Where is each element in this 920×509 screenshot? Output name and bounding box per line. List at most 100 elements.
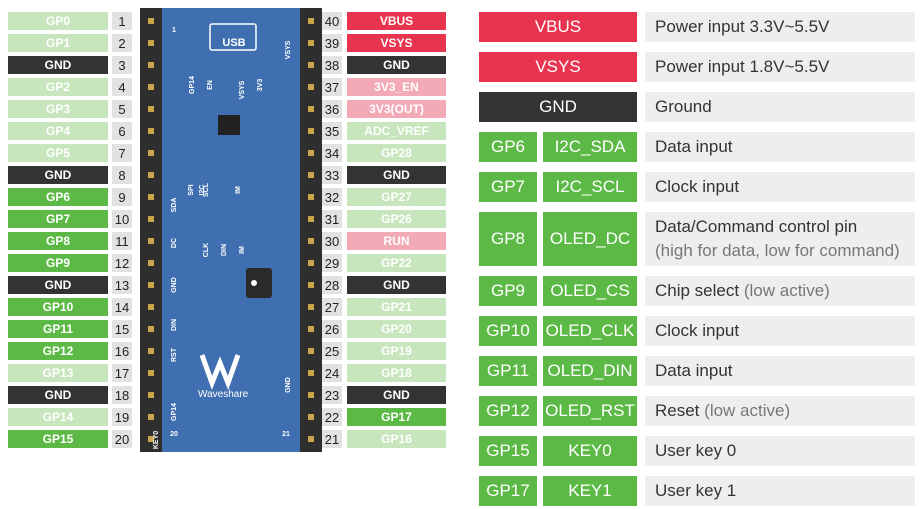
pin-number: 33 [322, 166, 342, 184]
header-pin [148, 238, 154, 244]
pin-number: 3 [112, 56, 132, 74]
description: Reset [655, 401, 700, 420]
pin-number: 15 [112, 320, 132, 338]
header-pin [148, 172, 154, 178]
pin-label: GP18 [347, 364, 446, 382]
pin-number: 37 [322, 78, 342, 96]
pin-label: GP21 [347, 298, 446, 316]
description: Data input [655, 361, 733, 380]
pin-number: 19 [112, 408, 132, 426]
pin-header [140, 8, 162, 452]
header-pin [308, 62, 314, 68]
pin-number: 6 [112, 122, 132, 140]
pin-cell: VSYS [479, 52, 637, 82]
header-pin [308, 216, 314, 222]
pin-number: 26 [322, 320, 342, 338]
pin-number: 11 [112, 232, 132, 250]
header-pin [308, 172, 314, 178]
pin-number: 27 [322, 298, 342, 316]
pin-number: 23 [322, 386, 342, 404]
description-cell: Chip select (low active) [645, 276, 915, 306]
description-cell: Data/Command control pin (high for data, … [645, 212, 915, 266]
board-label: GND [285, 377, 292, 393]
pin-number: 20 [112, 430, 132, 448]
description-text: Power input 1.8V~5.5V [655, 55, 829, 79]
pin-number: 8 [112, 166, 132, 184]
note: (high for data, low for command) [655, 241, 900, 260]
pin-label: RUN [347, 232, 446, 250]
pin-label: GP13 [8, 364, 108, 382]
pin-label: GP11 [8, 320, 108, 338]
pin-label: GND [8, 386, 108, 404]
pin-number: 7 [112, 144, 132, 162]
description-text: Ground [655, 95, 712, 119]
pin-label: GND [8, 56, 108, 74]
pin-label: GP10 [8, 298, 108, 316]
pin-cell: GP17 [479, 476, 537, 506]
board-label: RST [171, 347, 178, 362]
description-text: User key 1 [655, 479, 736, 503]
pin-label: GP26 [347, 210, 446, 228]
pin-cell: GP6 [479, 132, 537, 162]
header-pin [308, 106, 314, 112]
description-text: Data input [655, 359, 733, 383]
logo [199, 354, 241, 391]
header-pin [148, 40, 154, 46]
board-label: IM [235, 186, 242, 194]
usb-label: USB [222, 37, 245, 49]
header-pin [148, 348, 154, 354]
header-pin [308, 282, 314, 288]
header-pin [148, 18, 154, 24]
pin-cell: GP11 [479, 356, 537, 386]
pin-number: 4 [112, 78, 132, 96]
description-text: User key 0 [655, 439, 736, 463]
brand: Waveshare [198, 389, 249, 400]
description-text: Power input 3.3V~5.5V [655, 15, 829, 39]
header-pin [308, 84, 314, 90]
pin-number: 34 [322, 144, 342, 162]
description-cell: User key 1 [645, 476, 915, 506]
note: (low active) [743, 281, 830, 300]
header-pin [308, 260, 314, 266]
description-cell: User key 0 [645, 436, 915, 466]
description: Power input 3.3V~5.5V [655, 17, 830, 36]
pin-number: 28 [322, 276, 342, 294]
description: User key 0 [655, 441, 737, 460]
header-pin [308, 348, 314, 354]
pin-cell: GP10 [479, 316, 537, 346]
board-label: IM [239, 246, 246, 254]
header-pin [148, 392, 154, 398]
board-label: GP14 [189, 76, 196, 94]
pin-label: GP7 [8, 210, 108, 228]
pin-label: GP27 [347, 188, 446, 206]
pin-cell: GP9 [479, 276, 537, 306]
board-label: DIN [221, 244, 228, 256]
pin-label: 3V3(OUT) [347, 100, 446, 118]
pin-cell: GP7 [479, 172, 537, 202]
header-pin [148, 326, 154, 332]
pin-cell: GP12 [479, 396, 537, 426]
description-cell: Data input [645, 356, 915, 386]
function-cell: I2C_SCL [543, 172, 637, 202]
header-pin [148, 62, 154, 68]
header-pin [148, 216, 154, 222]
description-text: Chip select (low active) [655, 279, 830, 303]
header-pin [308, 40, 314, 46]
board-label: DC [171, 238, 178, 248]
header-pin [148, 128, 154, 134]
pin-label: GP4 [8, 122, 108, 140]
description: Clock input [655, 177, 740, 196]
description: User key 1 [655, 481, 737, 500]
usb-outline [209, 23, 257, 51]
function-cell: OLED_CS [543, 276, 637, 306]
function-cell: OLED_DC [543, 212, 637, 266]
header-pin [148, 414, 154, 420]
description: Power input 1.8V~5.5V [655, 57, 830, 76]
pin-label: GP19 [347, 342, 446, 360]
pin-label: GND [8, 166, 108, 184]
description-cell: Ground [645, 92, 915, 122]
pin-label: GP12 [8, 342, 108, 360]
header-pin [308, 392, 314, 398]
description-cell: Clock input [645, 316, 915, 346]
